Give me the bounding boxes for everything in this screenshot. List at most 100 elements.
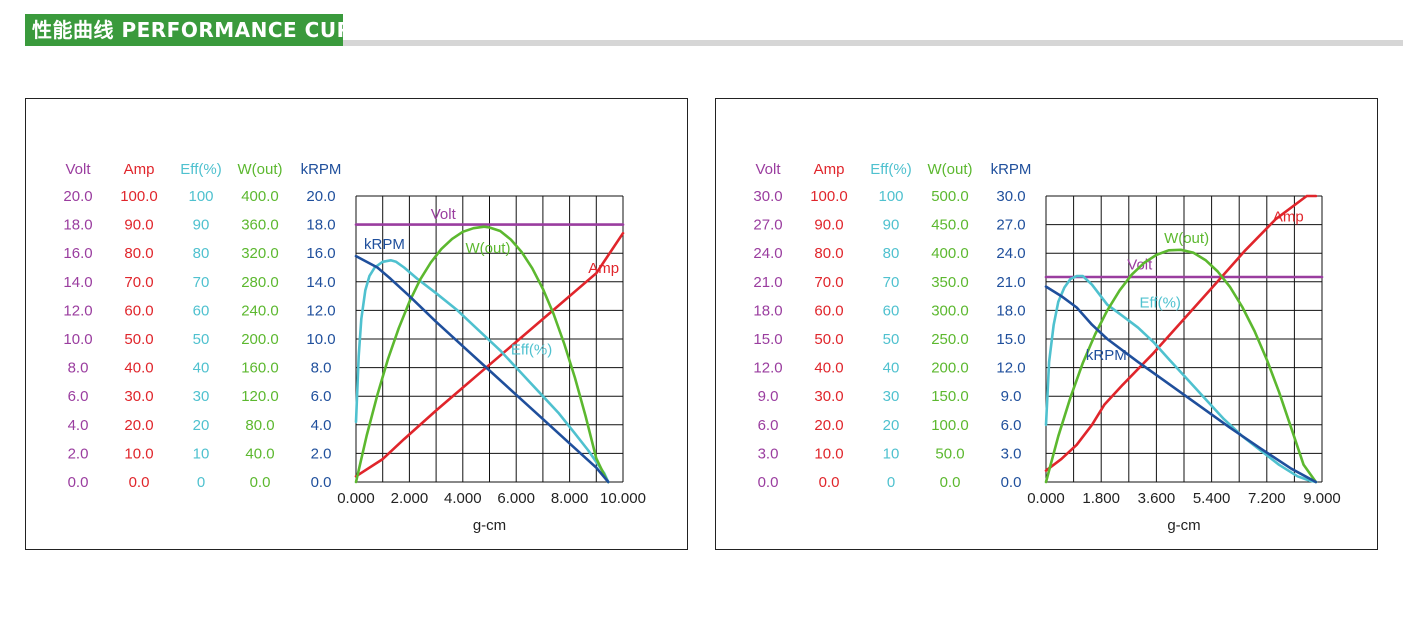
- tick-label-wout: 350.0: [931, 274, 969, 291]
- series-label-amp: Amp: [1273, 209, 1304, 226]
- tick-label-krpm: 24.0: [996, 245, 1025, 262]
- tick-label-volt: 0.0: [68, 474, 89, 491]
- tick-label-wout: 250.0: [931, 331, 969, 348]
- x-axis-label: g-cm: [1167, 517, 1200, 534]
- tick-label-eff: 90: [193, 217, 210, 234]
- tick-label-eff: 60: [193, 302, 210, 319]
- tick-label-volt: 24.0: [753, 245, 782, 262]
- tick-label-krpm: 16.0: [306, 245, 335, 262]
- series-line-krpm: [1044, 285, 1318, 484]
- series-label-volt: Volt: [431, 206, 457, 223]
- tick-label-volt: 27.0: [753, 217, 782, 234]
- tick-label-amp: 80.0: [124, 245, 153, 262]
- tick-label-krpm: 20.0: [306, 188, 335, 205]
- tick-label-wout: 50.0: [935, 445, 964, 462]
- series-line-eff: [354, 259, 610, 484]
- tick-label-volt: 16.0: [63, 245, 92, 262]
- tick-label-volt: 30.0: [753, 188, 782, 205]
- tick-label-eff: 40: [193, 360, 210, 377]
- tick-label-amp: 50.0: [124, 331, 153, 348]
- tick-label-volt: 21.0: [753, 274, 782, 291]
- tick-label-amp: 50.0: [814, 331, 843, 348]
- x-tick-label: 8.000: [551, 490, 589, 507]
- tick-label-amp: 60.0: [814, 302, 843, 319]
- tick-label-eff: 50: [193, 331, 210, 348]
- tick-label-eff: 100: [188, 188, 213, 205]
- chart-2-svg: Volt Amp Eff(%) W(out) kRPM 30.0 27.0 24.0 21.0 1…: [753, 161, 1341, 534]
- performance-chart-2: Volt Amp Eff(%) W(out) kRPM 30.0 27.0 24.0 21.0 1…: [715, 98, 1378, 550]
- axis-header-eff: Eff(%): [870, 161, 911, 178]
- axis-header-volt: Volt: [65, 161, 91, 178]
- series-label-eff: Eff(%): [511, 342, 552, 359]
- tick-label-wout: 280.0: [241, 274, 279, 291]
- tick-label-wout: 200.0: [241, 331, 279, 348]
- axis-header-krpm: kRPM: [301, 161, 342, 178]
- tick-label-krpm: 4.0: [311, 417, 332, 434]
- tick-label-volt: 10.0: [63, 331, 92, 348]
- tick-label-amp: 70.0: [814, 274, 843, 291]
- tick-label-krpm: 9.0: [1001, 388, 1022, 405]
- series-label-wout: W(out): [465, 240, 510, 257]
- x-tick-label: 0.000: [1027, 490, 1065, 507]
- tick-label-volt: 9.0: [758, 388, 779, 405]
- x-tick-label: 3.600: [1138, 490, 1176, 507]
- tick-label-amp: 20.0: [814, 417, 843, 434]
- tick-label-volt: 12.0: [63, 302, 92, 319]
- tick-label-eff: 30: [193, 388, 210, 405]
- tick-label-volt: 14.0: [63, 274, 92, 291]
- series-label-amp: Amp: [588, 260, 619, 277]
- tick-label-volt: 6.0: [68, 388, 89, 405]
- series-line-wout: [1044, 248, 1318, 484]
- tick-label-volt: 8.0: [68, 360, 89, 377]
- tick-label-wout: 100.0: [931, 417, 969, 434]
- tick-label-amp: 70.0: [124, 274, 153, 291]
- tick-label-krpm: 6.0: [1001, 417, 1022, 434]
- series-label-eff: Eff(%): [1140, 295, 1181, 312]
- header-rule: [343, 40, 1403, 46]
- x-axis-label: g-cm: [473, 517, 506, 534]
- tick-label-eff: 70: [883, 274, 900, 291]
- tick-label-eff: 20: [883, 417, 900, 434]
- tick-label-krpm: 10.0: [306, 331, 335, 348]
- tick-label-eff: 80: [193, 245, 210, 262]
- tick-label-wout: 300.0: [931, 302, 969, 319]
- tick-label-volt: 2.0: [68, 445, 89, 462]
- tick-label-amp: 0.0: [129, 474, 150, 491]
- series-line-amp: [354, 231, 625, 478]
- series-line-eff: [1044, 274, 1318, 484]
- axis-header-wout: W(out): [928, 161, 973, 178]
- series-line-amp: [1044, 194, 1318, 472]
- tick-label-eff: 10: [883, 445, 900, 462]
- x-tick-label: 9.000: [1303, 490, 1341, 507]
- tick-label-wout: 400.0: [241, 188, 279, 205]
- tick-label-krpm: 2.0: [311, 445, 332, 462]
- tick-label-krpm: 12.0: [306, 302, 335, 319]
- series-label-wout: W(out): [1164, 230, 1209, 247]
- tick-label-krpm: 21.0: [996, 274, 1025, 291]
- tick-label-wout: 120.0: [241, 388, 279, 405]
- tick-label-amp: 20.0: [124, 417, 153, 434]
- tick-label-volt: 12.0: [753, 360, 782, 377]
- tick-label-eff: 60: [883, 302, 900, 319]
- tick-label-eff: 70: [193, 274, 210, 291]
- tick-label-eff: 20: [193, 417, 210, 434]
- x-tick-label: 7.200: [1248, 490, 1286, 507]
- axis-header-amp: Amp: [814, 161, 845, 178]
- x-tick-label: 10.000: [600, 490, 646, 507]
- tick-label-krpm: 27.0: [996, 217, 1025, 234]
- tick-label-amp: 40.0: [124, 360, 153, 377]
- series-label-krpm: kRPM: [1086, 347, 1127, 364]
- tick-label-eff: 0: [887, 474, 895, 491]
- tick-label-amp: 90.0: [814, 217, 843, 234]
- tick-label-wout: 0.0: [250, 474, 271, 491]
- tick-label-amp: 40.0: [814, 360, 843, 377]
- tick-label-wout: 80.0: [245, 417, 274, 434]
- tick-label-wout: 240.0: [241, 302, 279, 319]
- tick-label-eff: 100: [878, 188, 903, 205]
- tick-label-eff: 80: [883, 245, 900, 262]
- tick-label-volt: 20.0: [63, 188, 92, 205]
- tick-label-wout: 150.0: [931, 388, 969, 405]
- tick-label-amp: 60.0: [124, 302, 153, 319]
- chart-1-svg: Volt Amp Eff(%) W(out) kRPM 20.0 18.0 16.0 14.0 1…: [63, 161, 646, 534]
- tick-label-krpm: 6.0: [311, 388, 332, 405]
